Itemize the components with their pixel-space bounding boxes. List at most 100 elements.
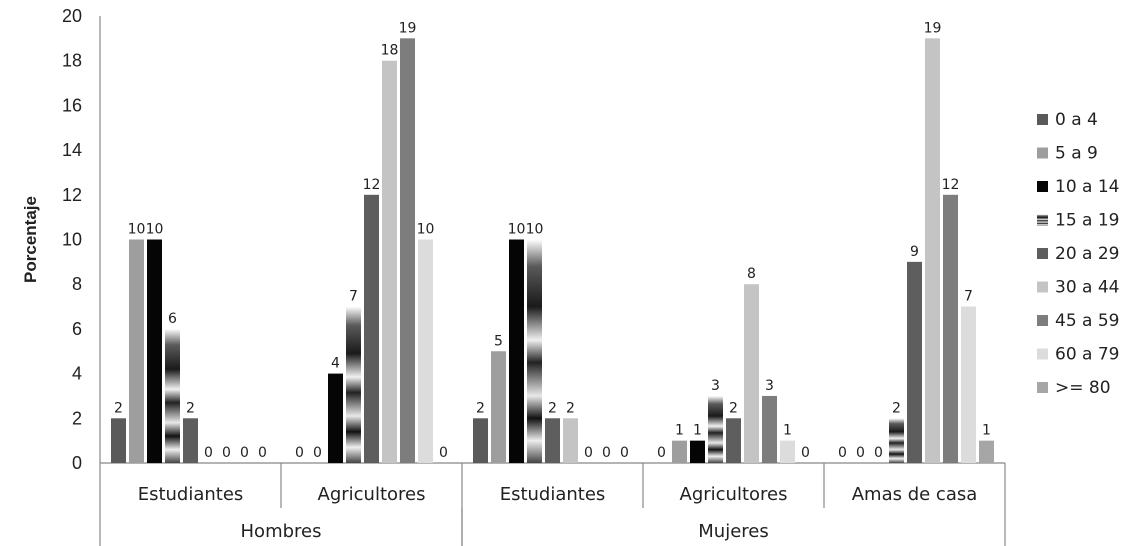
x-category-label: Estudiantes [500,484,606,505]
bar [889,418,904,463]
bar [545,418,560,463]
legend-label: 45 a 59 [1055,311,1120,331]
bar-value-label: 1 [982,423,991,439]
bar-value-label: 0 [874,445,883,461]
legend-swatch [1037,248,1048,259]
bar-value-label: 0 [856,445,865,461]
legend-swatch [1037,382,1048,393]
bar [491,351,506,463]
bar-value-label: 2 [114,400,123,416]
bar [690,440,705,463]
bar-value-label: 2 [476,400,485,416]
bar-value-label: 1 [783,423,792,439]
bar [328,373,343,463]
bar [744,284,759,463]
y-axis-title: Porcentaje [21,196,40,283]
legend-swatch [1037,315,1048,326]
legend-label: 30 a 44 [1055,278,1120,298]
legend-swatch [1037,114,1048,125]
x-category-label: Estudiantes [138,484,244,505]
y-tick-label: 4 [72,364,82,384]
bar-value-label: 12 [363,177,381,193]
bar [509,239,524,463]
bar-value-label: 2 [729,400,738,416]
bar-value-label: 10 [417,222,435,238]
legend-label: 20 a 29 [1055,244,1120,264]
legend-swatch [1037,214,1048,226]
legend-swatch [1037,181,1048,192]
bar-value-label: 6 [168,311,177,327]
y-tick-label: 16 [62,95,82,115]
bar-value-label: 0 [838,445,847,461]
bar-value-label: 8 [747,266,756,282]
x-category-label: Agricultores [318,484,426,505]
bar [979,440,994,463]
legend-swatch [1037,348,1048,360]
bar-value-label: 0 [584,445,593,461]
y-tick-label: 10 [62,230,82,250]
bar [708,395,723,463]
y-tick-label: 6 [72,319,82,339]
bar-value-label: 1 [693,423,702,439]
bar [147,239,162,463]
bar [762,395,777,463]
bar-value-label: 2 [566,400,575,416]
y-tick-label: 18 [62,51,82,71]
bar [364,194,379,464]
bar-value-label: 0 [620,445,629,461]
y-tick-label: 12 [62,185,82,205]
legend-label: 5 a 9 [1055,144,1098,164]
bar [925,38,940,463]
bar-value-label: 0 [295,445,304,461]
bar-value-label: 12 [942,177,960,193]
legend-label: 0 a 4 [1055,110,1098,130]
bar [563,418,578,463]
bar-value-label: 0 [602,445,611,461]
bar-value-label: 3 [711,378,720,394]
legend-swatch [1037,281,1048,293]
bar [961,306,976,463]
x-group-label: Hombres [241,521,322,542]
bar [943,194,958,464]
bar [183,418,198,463]
bar [400,38,415,463]
legend-label: 10 a 14 [1055,177,1120,197]
bar-value-label: 2 [186,400,195,416]
bar-value-label: 3 [765,378,774,394]
bar-value-label: 0 [204,445,213,461]
bar [726,418,741,463]
bar [473,418,488,463]
bar-value-label: 0 [313,445,322,461]
x-category-label: Amas de casa [852,484,978,505]
bar-value-label: 19 [924,20,942,36]
bar [129,239,144,463]
bar-value-label: 10 [508,222,526,238]
y-tick-label: 14 [62,140,82,160]
bar [527,239,542,463]
bar [672,440,687,463]
x-category-label: Agricultores [680,484,788,505]
y-tick-label: 0 [72,453,82,473]
bar-value-label: 2 [892,400,901,416]
x-group-label: Mujeres [698,521,768,542]
bar-value-label: 19 [399,20,417,36]
bar [418,239,433,463]
bar-value-label: 0 [258,445,267,461]
bar-value-label: 7 [964,289,973,305]
legend-label: 15 a 19 [1055,211,1120,231]
bar-value-label: 0 [657,445,666,461]
bar-value-label: 5 [494,333,503,349]
bar [907,261,922,463]
legend-swatch [1037,147,1048,159]
bar-value-label: 10 [128,222,146,238]
y-tick-label: 2 [72,408,82,428]
bar-value-label: 7 [349,289,358,305]
bar [780,440,795,463]
legend-label: 60 a 79 [1055,345,1120,365]
bar [111,418,126,463]
bar-value-label: 10 [526,222,544,238]
bar-value-label: 1 [675,423,684,439]
legend-label: >= 80 [1055,378,1111,398]
bar [382,60,397,463]
y-tick-label: 8 [72,274,82,294]
